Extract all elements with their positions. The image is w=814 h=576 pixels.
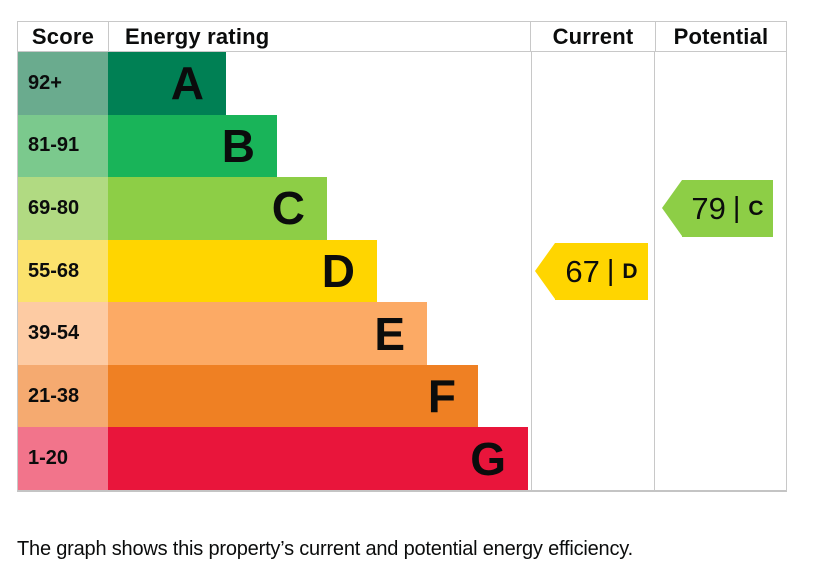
current-band-letter: D (622, 259, 638, 283)
header-current: Current (530, 22, 655, 51)
band-row: 55-68 D (18, 239, 786, 303)
band-score-range: 92+ (18, 52, 108, 115)
header-potential: Potential (655, 22, 786, 51)
band-bar: C (108, 177, 327, 240)
table-body: 92+ A 81-91 B 69-80 C 55-68 D 39-54 E 21… (18, 52, 786, 491)
band-bar: B (108, 114, 277, 178)
band-letter: G (470, 432, 506, 485)
band-score-range: 39-54 (18, 302, 108, 365)
band-letter: B (221, 119, 255, 172)
left-point-arrow-icon (535, 243, 555, 299)
band-letter: C (271, 182, 305, 235)
header-score: Score (31, 23, 95, 49)
band-bar: F (108, 364, 478, 428)
band-score-range: 55-68 (18, 239, 108, 303)
band-row: 1-20 G (18, 427, 786, 491)
potential-score-value: 79 (691, 190, 726, 226)
band-score-range: 69-80 (18, 177, 108, 240)
band-letter: A (170, 57, 204, 110)
band-bar: D (108, 239, 377, 303)
potential-rating-arrow-body: 79 | C (682, 180, 773, 238)
band-row: 92+ A (18, 52, 786, 115)
value-letter-separator: | (732, 192, 741, 225)
current-score-value: 67 (565, 253, 600, 289)
energy-rating-table: Score Energy rating Current Potential 92… (17, 21, 787, 492)
band-letter: E (374, 307, 405, 360)
band-score-range: 81-91 (18, 114, 108, 178)
current-rating-arrow: 67 | D (535, 243, 648, 300)
current-column-divider (531, 52, 532, 490)
table-header-row: Score Energy rating Current Potential (18, 22, 786, 52)
potential-column-divider (654, 52, 655, 490)
band-row: 21-38 F (18, 364, 786, 428)
value-letter-separator: | (606, 255, 615, 287)
band-score-range: 1-20 (18, 427, 108, 491)
band-bar: G (108, 427, 528, 491)
band-score-range: 21-38 (18, 364, 108, 428)
left-point-arrow-icon (662, 180, 682, 237)
band-row: 69-80 C (18, 177, 786, 240)
band-letter: F (427, 370, 456, 423)
band-letter: D (321, 245, 355, 298)
graph-caption: The graph shows this property’s current … (17, 538, 633, 560)
band-row: 81-91 B (18, 114, 786, 178)
potential-rating-arrow: 79 | C (662, 180, 773, 238)
header-energy-rating: Energy rating (108, 22, 530, 51)
band-row: 39-54 E (18, 302, 786, 365)
band-bar: E (108, 302, 427, 365)
band-bar: A (108, 52, 226, 115)
potential-band-letter: C (748, 196, 764, 220)
current-rating-arrow-body: 67 | D (555, 243, 648, 300)
